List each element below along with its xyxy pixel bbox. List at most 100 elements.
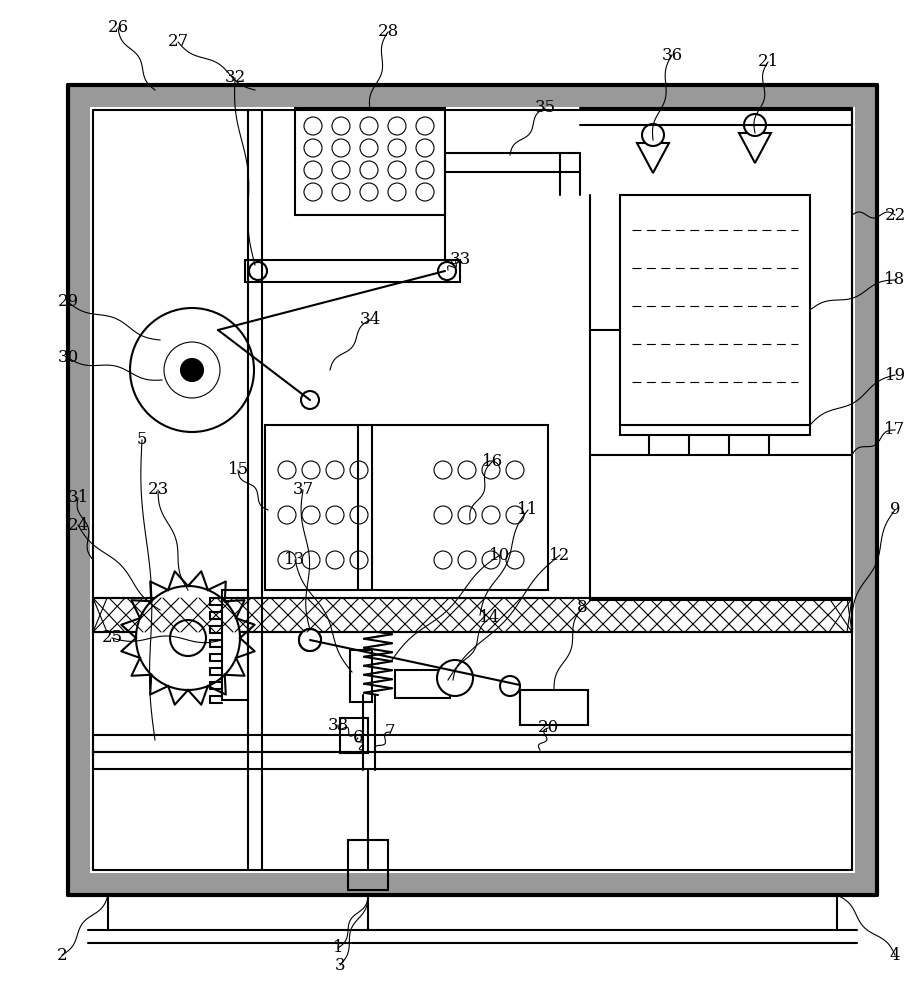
Text: 18: 18 xyxy=(884,271,905,288)
Bar xyxy=(68,873,877,895)
Circle shape xyxy=(278,551,296,569)
Bar xyxy=(93,598,852,632)
Circle shape xyxy=(458,461,476,479)
Text: 33: 33 xyxy=(450,251,471,268)
Text: 22: 22 xyxy=(884,207,905,224)
Text: 35: 35 xyxy=(535,100,556,116)
Circle shape xyxy=(299,629,321,651)
Text: 6: 6 xyxy=(353,730,363,746)
Bar xyxy=(295,108,445,215)
Bar xyxy=(395,670,450,698)
Bar xyxy=(350,650,372,702)
Bar xyxy=(348,840,388,890)
Circle shape xyxy=(416,139,434,157)
Text: 2: 2 xyxy=(57,946,67,964)
Circle shape xyxy=(326,461,344,479)
Text: 21: 21 xyxy=(757,53,778,70)
Circle shape xyxy=(326,551,344,569)
Circle shape xyxy=(332,161,350,179)
Circle shape xyxy=(360,139,378,157)
Circle shape xyxy=(416,183,434,201)
Circle shape xyxy=(388,139,406,157)
Circle shape xyxy=(416,117,434,135)
Text: 4: 4 xyxy=(890,946,900,964)
Bar xyxy=(855,85,877,895)
Circle shape xyxy=(482,551,500,569)
Circle shape xyxy=(332,139,350,157)
Circle shape xyxy=(458,551,476,569)
Text: 31: 31 xyxy=(67,489,89,506)
Text: 5: 5 xyxy=(137,432,148,448)
Circle shape xyxy=(130,308,254,432)
Text: 32: 32 xyxy=(224,70,245,87)
Circle shape xyxy=(458,506,476,524)
Bar xyxy=(93,735,852,752)
Text: 23: 23 xyxy=(148,482,168,498)
Circle shape xyxy=(304,139,322,157)
Text: 37: 37 xyxy=(292,482,314,498)
Text: 9: 9 xyxy=(890,502,900,518)
Circle shape xyxy=(360,183,378,201)
Text: 11: 11 xyxy=(518,502,538,518)
Text: 34: 34 xyxy=(359,312,381,328)
Text: 12: 12 xyxy=(549,546,571,564)
Text: 38: 38 xyxy=(328,716,348,734)
Circle shape xyxy=(326,506,344,524)
Circle shape xyxy=(164,342,220,398)
Text: 1: 1 xyxy=(333,940,343,956)
Circle shape xyxy=(434,461,452,479)
Circle shape xyxy=(482,461,500,479)
Circle shape xyxy=(302,506,320,524)
Circle shape xyxy=(170,620,206,656)
Circle shape xyxy=(304,183,322,201)
Text: 29: 29 xyxy=(57,294,79,310)
Text: 14: 14 xyxy=(480,609,500,626)
Circle shape xyxy=(301,391,319,409)
Circle shape xyxy=(332,117,350,135)
Circle shape xyxy=(416,161,434,179)
Text: 17: 17 xyxy=(884,422,905,438)
Circle shape xyxy=(299,629,321,651)
Text: 25: 25 xyxy=(101,630,122,647)
Circle shape xyxy=(500,676,520,696)
Circle shape xyxy=(332,183,350,201)
Text: 13: 13 xyxy=(284,552,306,568)
Circle shape xyxy=(434,506,452,524)
Text: 16: 16 xyxy=(481,454,502,471)
Bar xyxy=(68,85,90,895)
Circle shape xyxy=(388,117,406,135)
Polygon shape xyxy=(739,133,771,163)
Bar xyxy=(265,425,548,590)
Bar xyxy=(245,260,460,282)
Circle shape xyxy=(249,262,267,280)
Circle shape xyxy=(350,461,368,479)
Circle shape xyxy=(350,506,368,524)
Circle shape xyxy=(302,461,320,479)
Text: 15: 15 xyxy=(227,462,249,479)
Text: 26: 26 xyxy=(108,19,129,36)
Text: 24: 24 xyxy=(67,516,89,534)
Circle shape xyxy=(208,320,228,340)
Circle shape xyxy=(302,551,320,569)
Circle shape xyxy=(304,161,322,179)
Bar xyxy=(340,718,368,753)
Text: 20: 20 xyxy=(538,720,558,736)
Circle shape xyxy=(388,161,406,179)
Circle shape xyxy=(360,117,378,135)
Circle shape xyxy=(438,262,456,280)
Text: 3: 3 xyxy=(335,956,346,974)
Text: 8: 8 xyxy=(576,599,587,616)
Bar xyxy=(93,598,852,632)
Circle shape xyxy=(388,183,406,201)
Circle shape xyxy=(304,117,322,135)
Circle shape xyxy=(278,461,296,479)
Bar xyxy=(93,752,852,769)
Circle shape xyxy=(434,551,452,569)
Bar xyxy=(68,85,877,107)
Circle shape xyxy=(506,551,524,569)
Circle shape xyxy=(360,161,378,179)
Text: 28: 28 xyxy=(377,23,398,40)
Circle shape xyxy=(506,506,524,524)
Circle shape xyxy=(437,660,473,696)
Circle shape xyxy=(482,506,500,524)
